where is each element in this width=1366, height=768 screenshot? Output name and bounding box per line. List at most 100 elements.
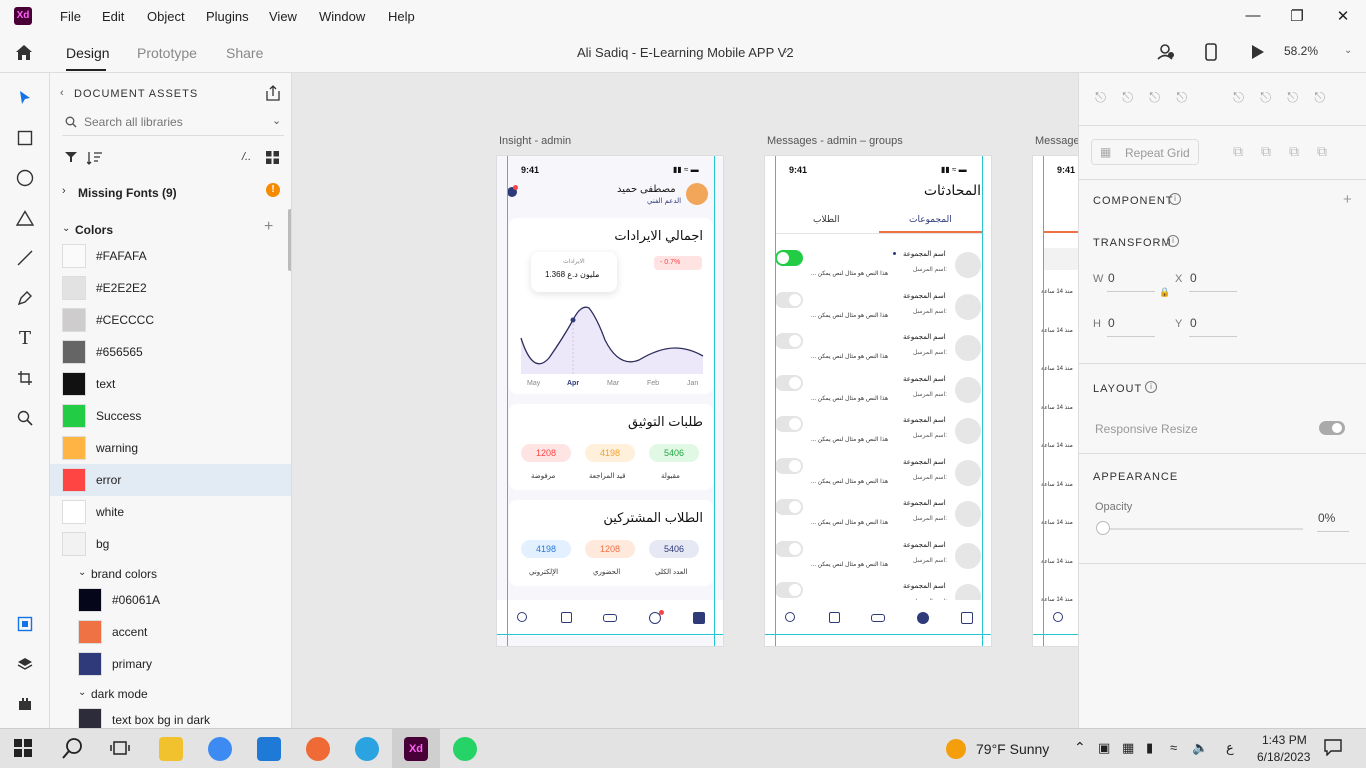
align-center-icon[interactable]: ⎋ — [1260, 89, 1272, 105]
opacity-slider-thumb[interactable] — [1096, 521, 1110, 535]
responsive-resize-toggle[interactable] — [1319, 421, 1345, 435]
assets-panel-icon[interactable] — [13, 612, 37, 636]
menu-plugins[interactable]: Plugins — [206, 9, 249, 24]
vscode-icon[interactable] — [257, 737, 281, 761]
tab-design[interactable]: Design — [66, 45, 110, 61]
collapse-chevron-icon[interactable]: ⌄ — [78, 567, 87, 578]
profile-icon[interactable] — [517, 612, 527, 622]
menu-help[interactable]: Help — [388, 9, 415, 24]
rectangle-tool-icon[interactable] — [13, 126, 37, 150]
artboard-label[interactable]: Insight - admin — [499, 135, 572, 147]
width-field[interactable]: 0 — [1108, 271, 1115, 285]
tray-chevron-icon[interactable]: ⌃ — [1074, 739, 1086, 755]
color-asset-row[interactable]: bg — [50, 528, 291, 560]
plugins-panel-icon[interactable] — [13, 692, 37, 716]
search-field[interactable] — [1043, 248, 1078, 270]
export-icon[interactable] — [266, 85, 280, 104]
windows-start-icon[interactable] — [14, 739, 32, 760]
xd-taskbar-active[interactable]: Xd — [392, 729, 440, 768]
play-icon[interactable] — [1251, 44, 1265, 63]
avatar[interactable] — [686, 183, 708, 205]
align-bottom-icon[interactable]: ⎋ — [1149, 89, 1161, 105]
minimize-icon[interactable]: — — [1245, 7, 1261, 24]
list-view-icon[interactable]: /.. — [242, 151, 252, 163]
tab-groups[interactable]: المجموعات — [909, 214, 952, 224]
clock-date[interactable]: 6/18/2023 — [1257, 750, 1311, 764]
menu-view[interactable]: View — [269, 9, 297, 24]
tray-device-icon[interactable]: ▣ — [1098, 740, 1111, 755]
artboard-message-detail[interactable]: 9:41 منذ 14 ساعة منذ 14 ساعة منذ 14 ساعة من… — [1032, 155, 1078, 647]
align-middle-icon[interactable]: ⎋ — [1122, 89, 1134, 105]
whatsapp-icon[interactable] — [453, 737, 477, 761]
tab-prototype[interactable]: Prototype — [137, 45, 197, 61]
volume-icon[interactable]: 🔈 — [1192, 740, 1209, 755]
color-asset-row[interactable]: #656565 — [50, 336, 291, 368]
clock-time[interactable]: 1:43 PM — [1262, 733, 1307, 747]
tab-share[interactable]: Share — [226, 45, 264, 61]
chrome-icon[interactable] — [208, 737, 232, 761]
search-scope-chevron-icon[interactable]: ⌄ — [272, 115, 282, 127]
artboard-label[interactable]: Messages - admin – groups — [767, 135, 903, 147]
wifi-icon[interactable]: ≈ — [1170, 740, 1178, 755]
colors-heading[interactable]: Colors — [75, 223, 114, 237]
document-title[interactable]: Ali Sadiq - E-Learning Mobile APP V2 — [577, 45, 794, 60]
postman-icon[interactable] — [306, 737, 330, 761]
zoom-level[interactable]: 58.2% — [1284, 44, 1319, 58]
expand-chevron-icon[interactable]: › — [62, 185, 66, 197]
exclude-shape-icon[interactable]: ⧉ — [1317, 143, 1327, 159]
home-icon[interactable] — [14, 43, 34, 64]
color-asset-row[interactable]: error — [50, 464, 291, 496]
missing-fonts-label[interactable]: Missing Fonts (9) — [78, 186, 177, 200]
sort-icon[interactable] — [86, 151, 103, 168]
artboard-label[interactable]: Message — [1035, 135, 1078, 147]
tray-clipboard-icon[interactable]: ▦ — [1122, 740, 1135, 755]
collapse-chevron-icon[interactable]: ⌄ — [62, 223, 71, 234]
collapse-chevron-icon[interactable]: ⌄ — [78, 687, 87, 698]
glasses-icon[interactable] — [603, 614, 617, 622]
color-asset-row[interactable]: accent — [50, 616, 291, 648]
height-field[interactable]: 0 — [1108, 316, 1115, 330]
zoom-tool-icon[interactable] — [13, 406, 37, 430]
lock-aspect-icon[interactable]: 🔒 — [1159, 287, 1171, 297]
x-field[interactable]: 0 — [1190, 271, 1197, 285]
color-asset-row[interactable]: text — [50, 368, 291, 400]
align-top-icon[interactable]: ⎋ — [1095, 89, 1107, 105]
file-explorer-icon[interactable] — [159, 737, 183, 761]
color-asset-row[interactable]: white — [50, 496, 291, 528]
input-language[interactable]: ع — [1226, 740, 1234, 755]
info-icon[interactable]: i — [1169, 193, 1181, 205]
color-asset-row[interactable]: #06061A — [50, 584, 291, 616]
color-asset-row[interactable]: text box bg in dark — [50, 704, 291, 728]
align-right-icon[interactable]: ⎋ — [1287, 89, 1299, 105]
add-color-icon[interactable]: + — [264, 218, 274, 235]
info-icon[interactable]: i — [1145, 381, 1157, 393]
menu-object[interactable]: Object — [147, 9, 185, 24]
tab-students[interactable]: الطلاب — [813, 214, 840, 224]
search-input[interactable] — [84, 115, 264, 129]
layers-panel-icon[interactable] — [13, 652, 37, 676]
menu-file[interactable]: File — [60, 9, 81, 24]
grid-view-icon[interactable] — [266, 151, 279, 167]
group-list-item[interactable]: اسم المجموعة اسم المرسل: ... هذا النص هو م… — [775, 373, 985, 413]
menu-edit[interactable]: Edit — [102, 9, 125, 24]
y-field[interactable]: 0 — [1190, 316, 1197, 330]
task-view-icon[interactable] — [110, 739, 130, 760]
info-icon[interactable]: i — [1167, 235, 1179, 247]
profile-icon[interactable] — [785, 612, 795, 622]
color-asset-row[interactable]: #E2E2E2 — [50, 272, 291, 304]
profile-icon[interactable] — [1053, 612, 1063, 622]
calendar-icon[interactable] — [829, 612, 840, 623]
group-list-item[interactable]: اسم المجموعة اسم المرسل: ... هذا النص هو م… — [775, 290, 985, 330]
artboard-messages[interactable]: 9:41 ▮▮ ≈ ▬ المحادثات الطلاب المجموعات ا… — [764, 155, 992, 647]
calendar-icon[interactable] — [561, 612, 572, 623]
align-left-icon[interactable]: ⎋ — [1233, 89, 1245, 105]
subtract-shape-icon[interactable]: ⧉ — [1261, 143, 1271, 159]
group-list-item[interactable]: اسم المجموعة اسم المرسل: ... هذا النص هو م… — [775, 497, 985, 537]
insights-icon[interactable] — [961, 612, 973, 624]
repeat-grid-button[interactable]: ▦ Repeat Grid — [1091, 139, 1199, 165]
search-icon[interactable] — [62, 737, 84, 762]
ellipse-tool-icon[interactable] — [13, 166, 37, 190]
group-list-item[interactable]: اسم المجموعة اسم المرسل: ... هذا النص هو م… — [775, 456, 985, 496]
add-shape-icon[interactable]: ⧉ — [1233, 143, 1243, 159]
chevron-down-icon[interactable]: ⌄ — [781, 45, 790, 56]
